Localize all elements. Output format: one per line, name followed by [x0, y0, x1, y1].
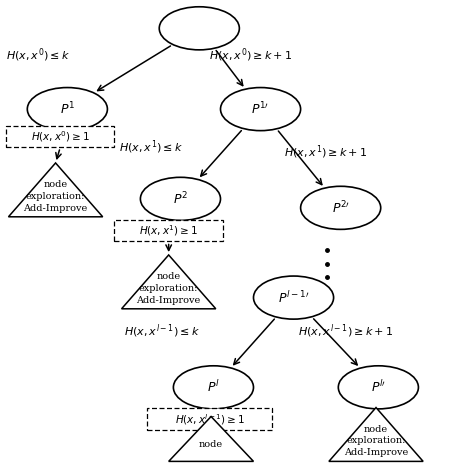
Text: $P^{2\prime}$: $P^{2\prime}$ [331, 200, 350, 216]
Text: $H(x,x^0) \geq k+1$: $H(x,x^0) \geq k+1$ [209, 46, 292, 64]
Text: $P^{l-1\prime}$: $P^{l-1\prime}$ [278, 290, 309, 306]
Text: $H(x,x^1) \geq 1$: $H(x,x^1) \geq 1$ [139, 223, 198, 238]
Polygon shape [329, 408, 423, 461]
Text: $H(x,x^{l-1}) \geq k+1$: $H(x,x^{l-1}) \geq k+1$ [298, 322, 393, 340]
Text: $P^l$: $P^l$ [207, 379, 220, 395]
Ellipse shape [254, 276, 334, 319]
Text: $H(x,x^{l-1}) \geq 1$: $H(x,x^{l-1}) \geq 1$ [175, 412, 245, 427]
Text: $P^1$: $P^1$ [60, 101, 75, 118]
Text: $H(x,x^1) \geq k+1$: $H(x,x^1) \geq k+1$ [284, 143, 367, 161]
Ellipse shape [338, 366, 419, 409]
Text: $H(x,x^{l-1}) \leq k$: $H(x,x^{l-1}) \leq k$ [124, 322, 200, 340]
Text: node
exploration:
Add-Improve: node exploration: Add-Improve [137, 272, 201, 305]
Ellipse shape [27, 88, 108, 131]
Text: $H(x,x^0) \leq k$: $H(x,x^0) \leq k$ [6, 46, 70, 64]
Ellipse shape [140, 177, 220, 220]
Ellipse shape [301, 186, 381, 229]
Ellipse shape [159, 7, 239, 50]
Text: $P^2$: $P^2$ [173, 191, 188, 207]
Text: node
exploration:
Add-Improve: node exploration: Add-Improve [23, 180, 88, 213]
FancyBboxPatch shape [6, 126, 115, 147]
Text: $P^{l\prime}$: $P^{l\prime}$ [371, 379, 386, 395]
Ellipse shape [173, 366, 254, 409]
Polygon shape [169, 417, 254, 461]
Ellipse shape [220, 88, 301, 131]
FancyBboxPatch shape [115, 220, 223, 241]
Text: node: node [199, 440, 223, 449]
Polygon shape [121, 255, 216, 309]
Text: $H(x,x^0) \geq 1$: $H(x,x^0) \geq 1$ [31, 129, 90, 144]
Text: $P^{1\prime}$: $P^{1\prime}$ [251, 101, 270, 118]
Text: $H(x,x^1) \leq k$: $H(x,x^1) \leq k$ [119, 138, 183, 156]
FancyBboxPatch shape [147, 409, 273, 430]
Text: node
exploration:
Add-Improve: node exploration: Add-Improve [344, 425, 408, 457]
Polygon shape [9, 163, 103, 217]
